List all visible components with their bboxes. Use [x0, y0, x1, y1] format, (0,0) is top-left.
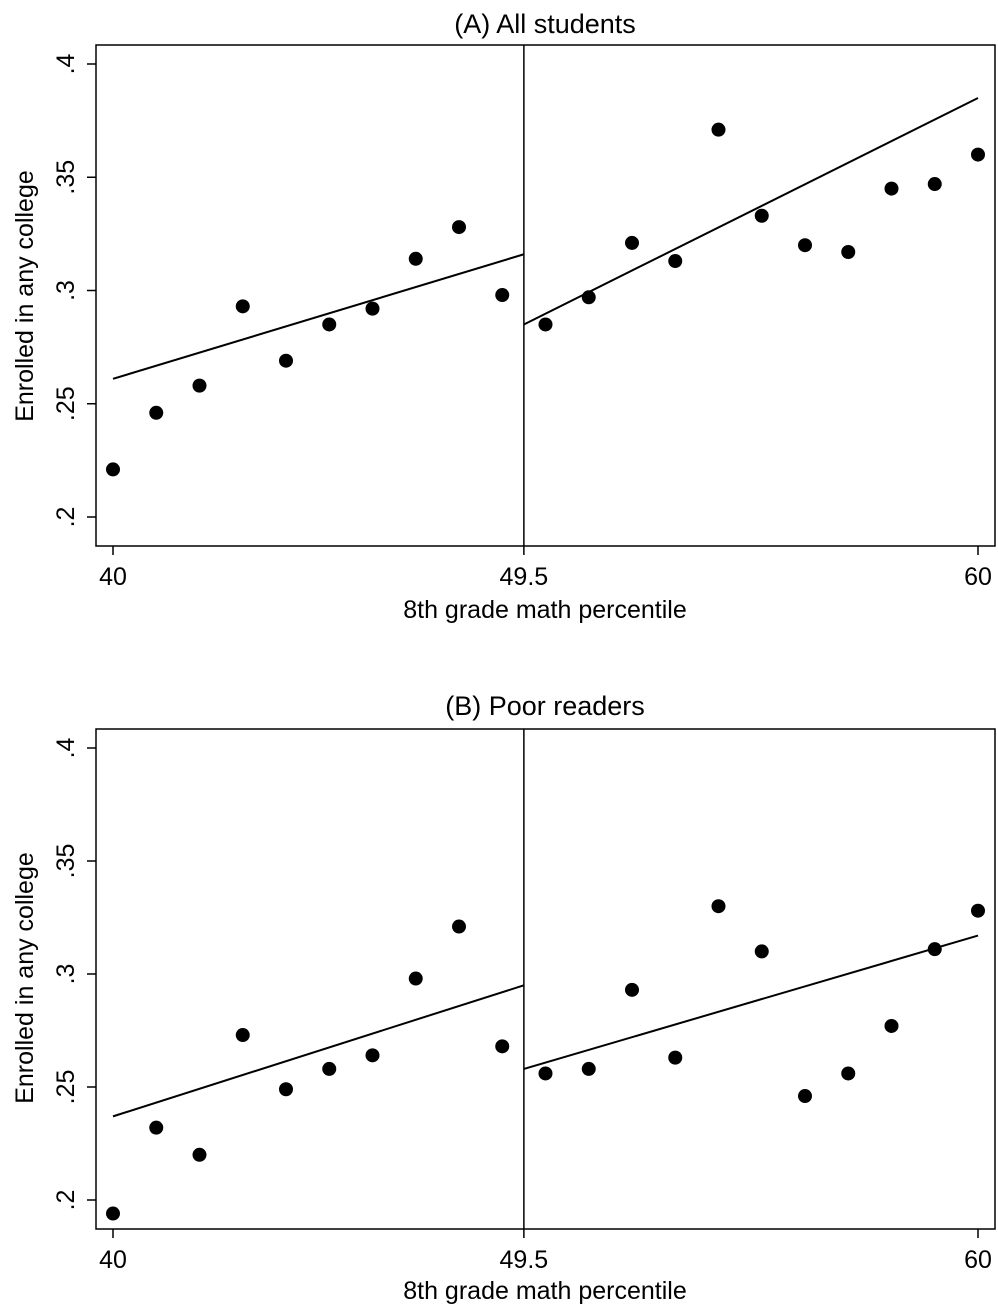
x-axis-label: 8th grade math percentile [403, 1277, 687, 1305]
y-tick-label: .35 [52, 844, 80, 879]
fit-line [523, 97, 979, 326]
data-point [365, 301, 380, 316]
data-point [452, 919, 466, 934]
chart-title: (B) Poor readers [445, 691, 645, 721]
data-point [711, 899, 726, 914]
data-point [798, 238, 812, 253]
x-tick-label: 49.5 [500, 563, 549, 591]
data-point [841, 244, 856, 259]
x-tick-label: 60 [964, 563, 992, 591]
x-tick-label: 60 [964, 1246, 992, 1274]
data-point [192, 378, 207, 393]
data-point [149, 405, 164, 420]
y-tick-label: .2 [52, 1190, 80, 1211]
data-point [927, 177, 942, 192]
data-point [235, 299, 250, 314]
data-point [149, 1120, 164, 1135]
y-tick-label: .3 [52, 280, 80, 301]
data-point [235, 1028, 250, 1043]
data-point [408, 251, 423, 266]
y-tick-label: .25 [52, 1070, 80, 1105]
fit-line [112, 253, 525, 380]
x-tick-label: 49.5 [500, 1246, 549, 1274]
data-point [581, 290, 596, 305]
data-point [884, 1018, 899, 1033]
plot-frame [95, 44, 996, 547]
data-point [971, 903, 985, 918]
y-tick-label: .3 [52, 964, 80, 985]
y-tick-label: .2 [52, 507, 80, 528]
data-point [408, 971, 423, 986]
data-point [971, 147, 985, 162]
data-point [452, 220, 466, 235]
data-point [625, 235, 639, 250]
data-point [279, 1082, 293, 1097]
data-point [798, 1089, 812, 1104]
data-point [841, 1066, 856, 1081]
panel-all-students: (A) All students 8th grade math percenti… [11, 9, 996, 624]
data-point [106, 462, 120, 477]
y-axis-label: Enrolled in any college [11, 170, 39, 422]
plot-frame [95, 728, 996, 1230]
data-point [538, 317, 553, 332]
data-point [884, 181, 899, 196]
data-point [538, 1066, 553, 1081]
y-tick-label: .25 [52, 386, 80, 421]
data-point [711, 122, 726, 137]
data-point [365, 1048, 380, 1063]
data-point [495, 288, 510, 303]
chart-title: (A) All students [454, 9, 636, 39]
x-tick-label: 40 [99, 1246, 127, 1274]
data-point [668, 1050, 683, 1065]
data-point [106, 1206, 120, 1221]
y-tick-label: .4 [52, 53, 80, 74]
data-point [322, 1061, 337, 1076]
data-point [754, 944, 769, 959]
data-point [322, 317, 337, 332]
data-point [754, 208, 769, 223]
fit-line [112, 984, 525, 1118]
x-tick-label: 40 [99, 563, 127, 591]
data-point [192, 1147, 207, 1162]
x-axis-label: 8th grade math percentile [403, 596, 687, 624]
y-tick-label: .35 [52, 160, 80, 195]
data-point [581, 1061, 596, 1076]
y-axis-label: Enrolled in any college [11, 852, 39, 1104]
y-tick-label: .4 [52, 737, 80, 758]
data-point [625, 982, 639, 997]
data-point [279, 353, 293, 368]
panel-poor-readers: (B) Poor readers 8th grade math percenti… [11, 691, 996, 1305]
data-point [668, 254, 683, 269]
data-point [495, 1039, 510, 1054]
fit-line [523, 934, 979, 1070]
data-point [927, 942, 942, 957]
